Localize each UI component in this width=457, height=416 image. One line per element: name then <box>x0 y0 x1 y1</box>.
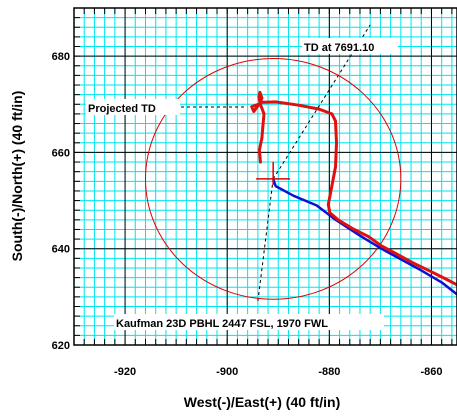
annotation-td-box <box>302 38 398 54</box>
projection-line <box>257 178 274 302</box>
tick-labels: -920 -900 -880 -860 620 640 660 680 <box>52 51 443 378</box>
annotation-td: TD at 7691.10 <box>302 38 398 54</box>
x-tick-label: -900 <box>216 366 238 378</box>
y-tick-label: 680 <box>52 51 70 63</box>
annotation-td-text: TD at 7691.10 <box>304 42 374 54</box>
annotation-pbhl: Kaufman 23D PBHL 2447 FSL, 1970 FWL <box>114 314 384 330</box>
annotation-pbhl-text: Kaufman 23D PBHL 2447 FSL, 1970 FWL <box>116 318 328 330</box>
annotation-projected-td-text: Projected TD <box>88 103 156 115</box>
target-circle <box>144 58 402 300</box>
x-tick-label: -920 <box>114 366 136 378</box>
planned-path-line <box>271 177 457 296</box>
x-axis-title: West(-)/East(+) (40 ft/in) <box>184 394 340 410</box>
plot-background <box>74 8 457 345</box>
y-axis-title: South(-)/North(+) (40 ft/in) <box>9 91 25 262</box>
annotation-projected-td-box <box>86 99 180 115</box>
surface-marker-group <box>256 161 291 185</box>
series-group <box>250 90 457 296</box>
actual-path-line <box>250 90 457 287</box>
x-tick-label: -860 <box>420 366 442 378</box>
tick-marks <box>73 7 453 346</box>
target-circle-group <box>144 58 402 300</box>
y-tick-label: 640 <box>52 244 70 256</box>
y-tick-label: 620 <box>52 340 70 352</box>
grid-lines <box>74 8 457 345</box>
annotation-projected-td: Projected TD <box>86 99 246 115</box>
y-tick-label: 660 <box>52 147 70 159</box>
annotation-pbhl-box <box>114 314 384 330</box>
plot-border <box>73 7 457 346</box>
x-tick-label: -880 <box>318 366 340 378</box>
plot-frame <box>73 7 457 346</box>
